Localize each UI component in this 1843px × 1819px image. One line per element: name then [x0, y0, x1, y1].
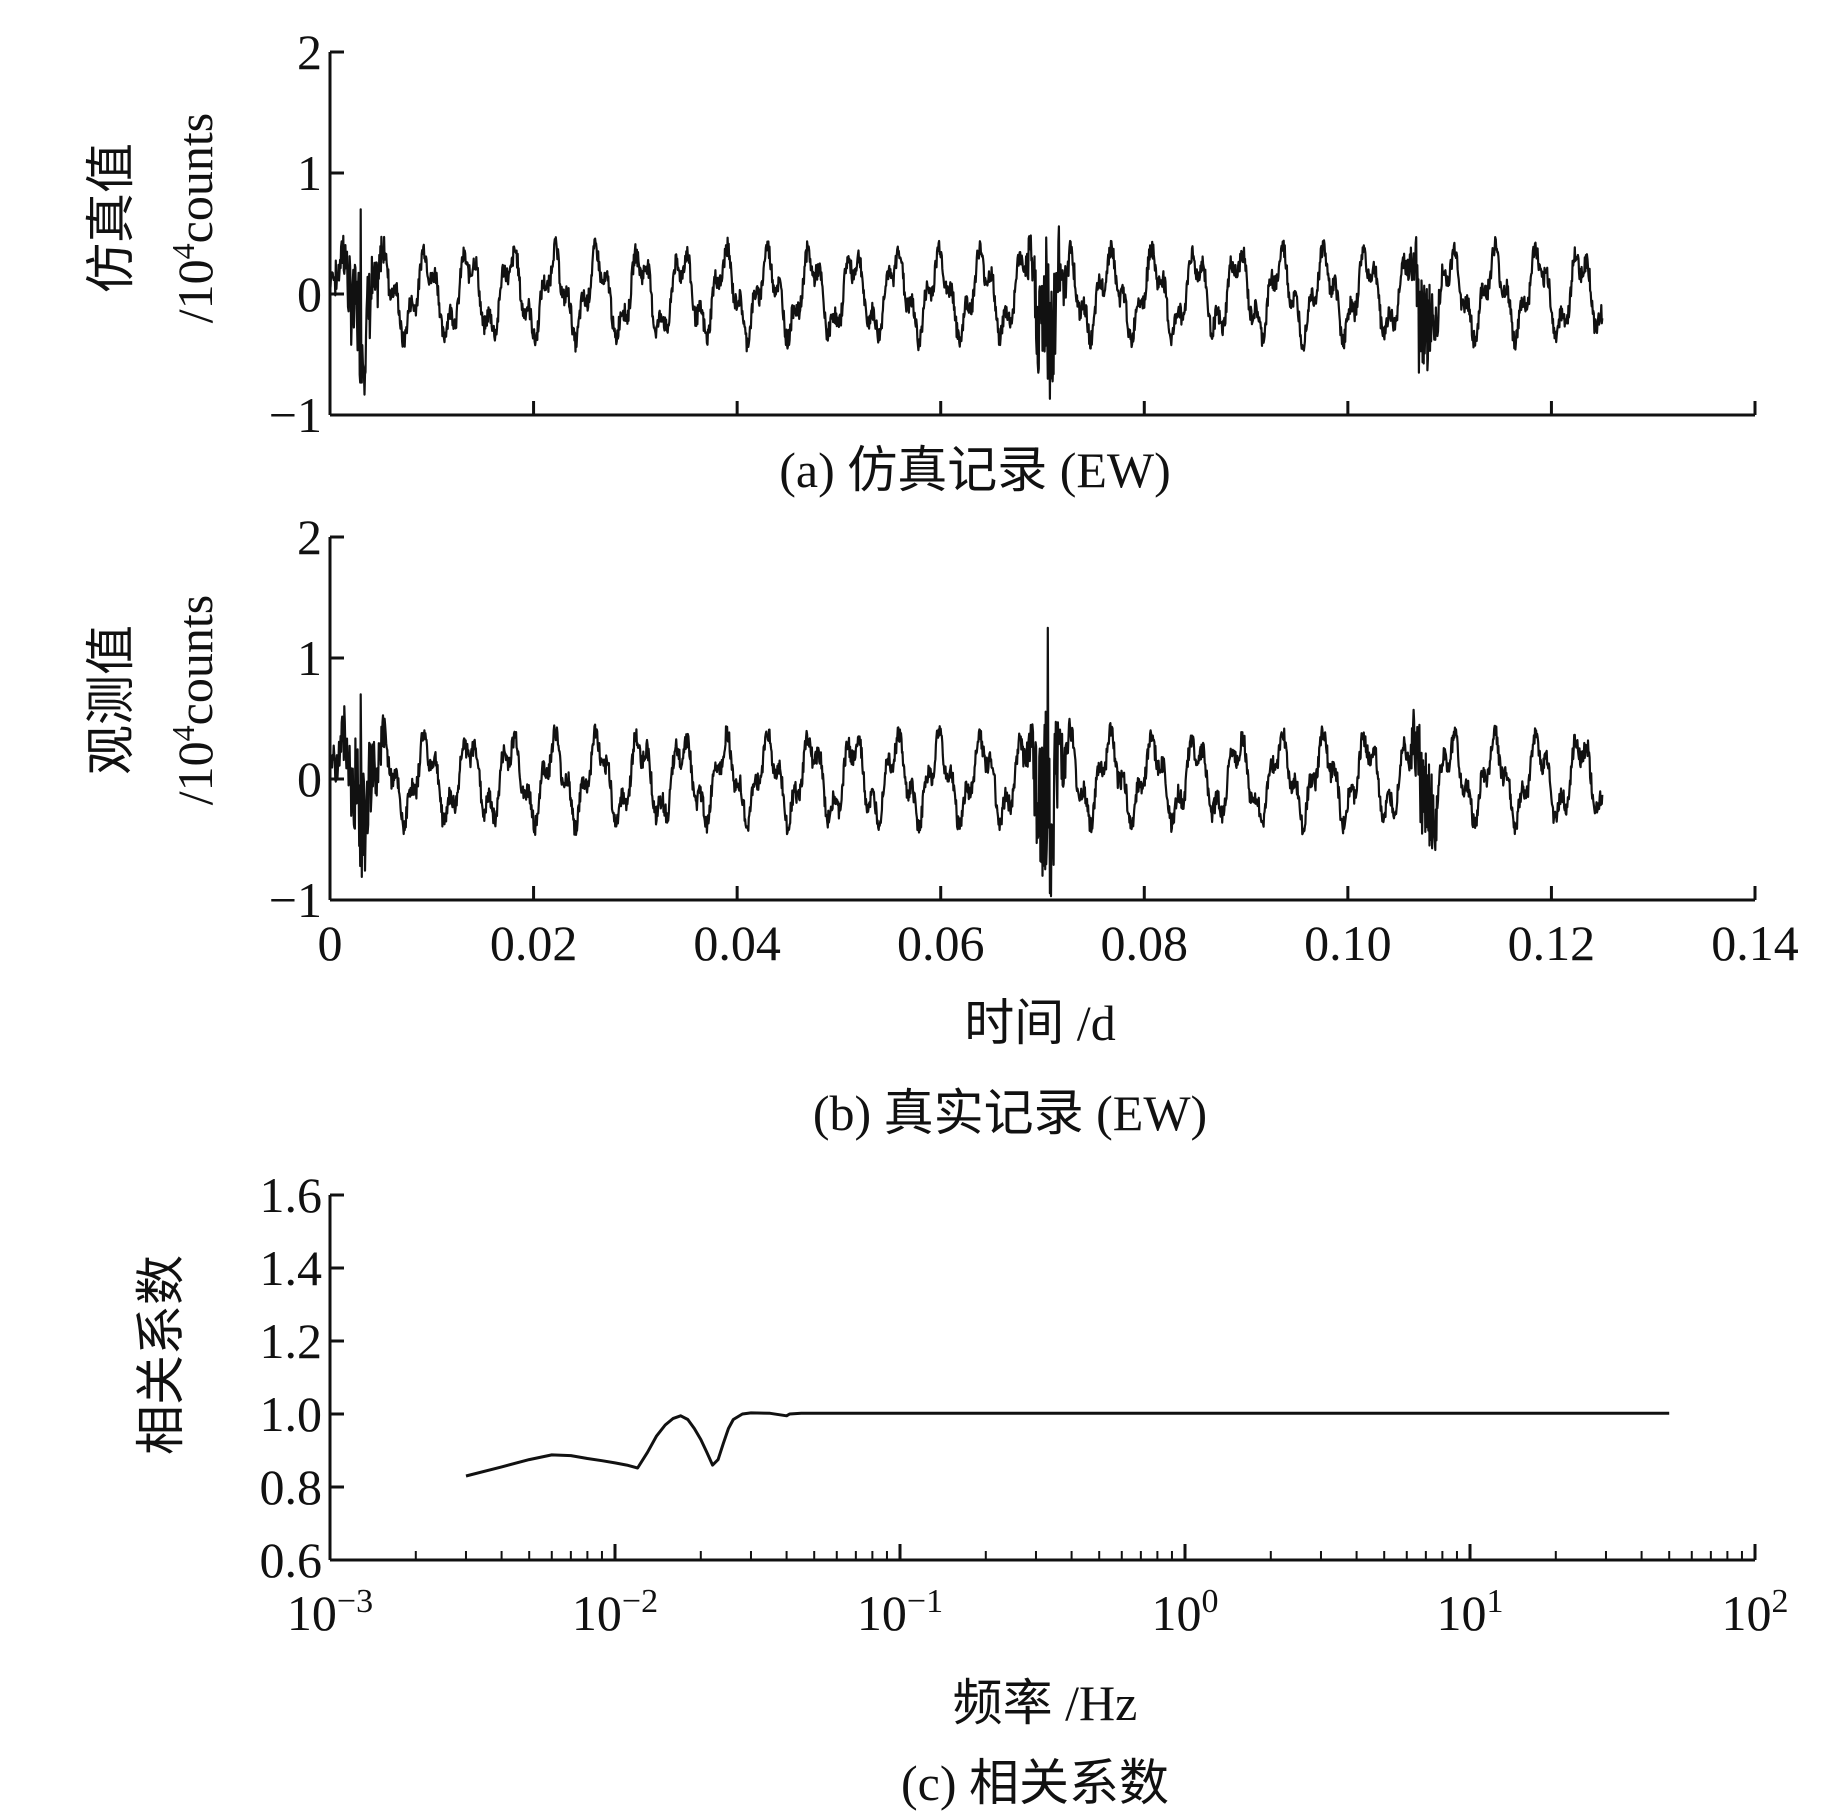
panel-c-trace [465, 1411, 1670, 1478]
x-tick-label: 0.08 [1101, 915, 1189, 971]
panel-b-trace [329, 626, 1604, 898]
panel-b-xlabel: 时间 /d [964, 995, 1115, 1051]
panel-c-caption: (c) 相关系数 [901, 1755, 1169, 1811]
panel-a-ylabel-line1: 仿真值 [83, 143, 139, 293]
series-line-c [465, 1411, 1670, 1478]
y-tick-label: 1.2 [260, 1313, 323, 1369]
x-tick-label: 0.12 [1508, 915, 1596, 971]
y-tick-label: 2 [297, 24, 322, 80]
y-tick-label: 0.6 [260, 1532, 323, 1588]
y-tick-label: 1 [297, 630, 322, 686]
panel-c-ylabel: 相关系数 [133, 1255, 189, 1455]
panel-a-simulated-record: −1 0 1 2 仿真值 /104counts (a) 仿真记录 (EW) [83, 24, 1757, 498]
y-tick-label: 0.8 [260, 1459, 323, 1515]
y-tick-label: 0 [297, 266, 322, 322]
x-tick-label: 0.02 [490, 915, 578, 971]
x-tick-label: 0.06 [897, 915, 985, 971]
panel-a-caption: (a) 仿真记录 (EW) [779, 442, 1171, 498]
x-tick-label: 102 [1722, 1583, 1789, 1642]
y-tick-label: 1 [297, 145, 322, 201]
y-tick-label: −1 [269, 872, 322, 928]
x-tick-label: 0 [318, 915, 343, 971]
x-tick-label: 10−1 [857, 1583, 943, 1642]
x-tick-label: 10−2 [572, 1583, 658, 1642]
y-tick-label: 1.0 [260, 1386, 323, 1442]
y-tick-label: 2 [297, 509, 322, 565]
panel-b-caption: (b) 真实记录 (EW) [813, 1085, 1207, 1141]
x-tick-label: 0.04 [693, 915, 781, 971]
panel-c-xlabel: 频率 /Hz [953, 1675, 1138, 1731]
x-tick-label: 0.10 [1304, 915, 1392, 971]
x-tick-label: 10−3 [287, 1583, 373, 1642]
x-tick-label: 101 [1437, 1583, 1504, 1642]
panel-c-correlation: 0.60.81.01.21.41.610−3 10−2 10−1 100 101 102 … [133, 1167, 1789, 1811]
series-line-b [329, 626, 1604, 898]
x-tick-label: 0.14 [1711, 915, 1799, 971]
panel-a-ylabel-line2: /104counts [165, 113, 223, 323]
panel-a-trace [328, 208, 1604, 400]
panel-b-ylabel-line1: 观测值 [83, 625, 139, 775]
panel-c-axes: 0.6 0.8 1.0 1.2 1.4 1.6 10−3 10−2 10−1 100 101 102 [260, 1167, 1789, 1641]
x-tick-label: 100 [1152, 1583, 1219, 1642]
y-tick-label: 1.4 [260, 1240, 323, 1296]
y-tick-label: 1.6 [260, 1167, 323, 1223]
panel-b-ylabel-line2: /104counts [165, 595, 223, 805]
y-tick-label: −1 [269, 387, 322, 443]
series-line-a [328, 208, 1604, 400]
panel-a-axes: −1 0 1 2 [269, 24, 1757, 443]
y-tick-label: 0 [297, 751, 322, 807]
